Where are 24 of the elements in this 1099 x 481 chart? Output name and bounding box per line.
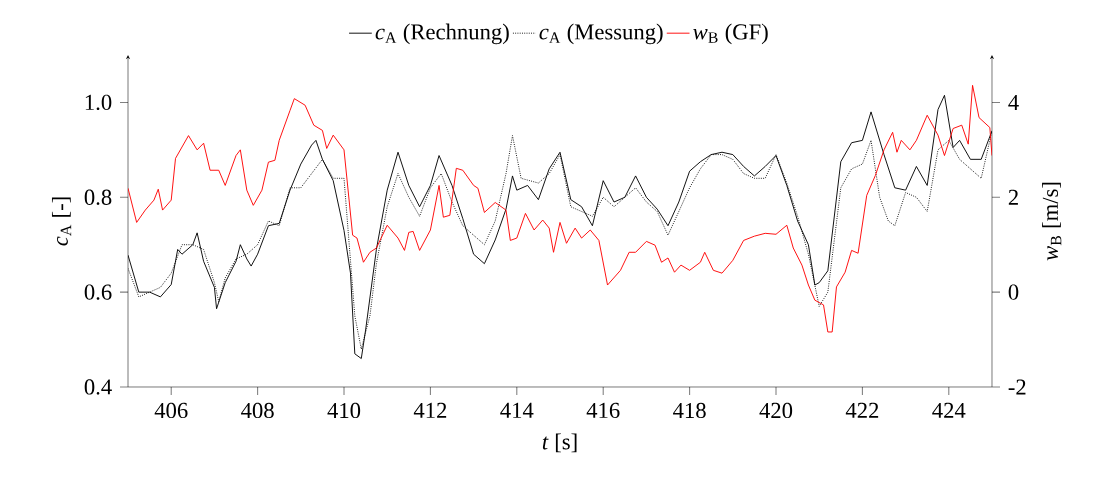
x-axis-title: t [s] [542, 433, 577, 453]
x-tick-label: 414 [500, 402, 534, 418]
x-tick-label: 424 [932, 402, 966, 418]
y-axis-title: c$_{A}$ [-] [51, 197, 72, 246]
legend-label: c$_{A}$ (Messung) [539, 23, 663, 45]
x-tick-label: 420 [759, 402, 793, 419]
x-tick-label: 406 [154, 402, 188, 419]
y2-tick-label: 4 [1008, 94, 1019, 110]
x-tick-label: 416 [586, 402, 620, 419]
y2-axis-title: w$_{B}$ [m/s] [1042, 182, 1062, 261]
y-tick-label: 0.6 [84, 284, 112, 300]
x-tick-label: 412 [413, 402, 447, 418]
y-tick-label: 0.8 [84, 189, 112, 205]
x-tick-label: 408 [241, 402, 274, 419]
legend-label: c$_{A}$ (Rechnung) [375, 23, 509, 45]
y-tick-label: 0.4 [84, 379, 112, 395]
y-tick-label: 1.0 [85, 94, 112, 111]
y2-tick-label: -2 [1008, 379, 1026, 395]
y2-tick-label: 2 [1008, 189, 1018, 205]
legend-label: w$_{B}$ (GF) [693, 23, 768, 45]
y2-tick-label: 0 [1008, 284, 1019, 300]
x-tick-label: 418 [673, 402, 706, 419]
x-tick-label: 422 [845, 402, 879, 418]
x-tick-label: 410 [327, 402, 361, 419]
